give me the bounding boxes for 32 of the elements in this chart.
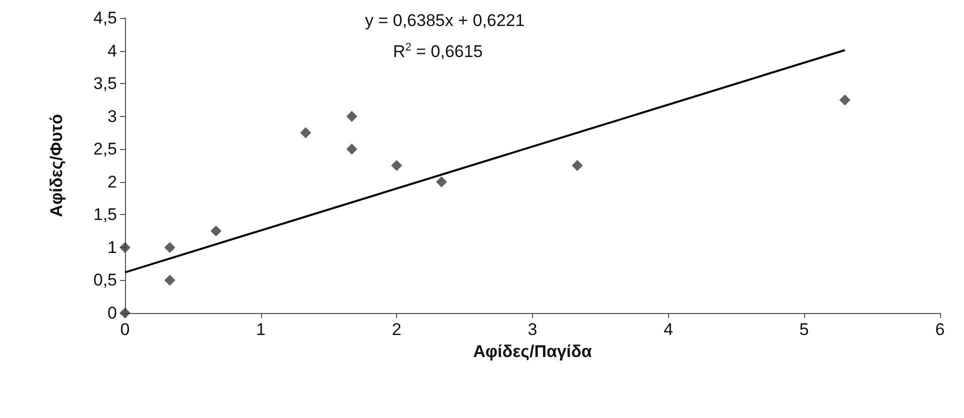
annotation: y = 0,6385x + 0,6221 bbox=[365, 11, 525, 30]
point bbox=[164, 274, 176, 286]
point bbox=[391, 160, 402, 171]
point bbox=[210, 226, 222, 237]
point bbox=[164, 242, 176, 253]
y-tick-label: 3,5 bbox=[93, 74, 117, 94]
y-tick-label: 0 bbox=[108, 304, 117, 322]
y-tick-label: 2,5 bbox=[93, 140, 117, 159]
x-tick-label: 3 bbox=[528, 320, 538, 339]
point bbox=[346, 110, 358, 122]
y-tick-label: 2 bbox=[108, 172, 117, 192]
x-tick-label: 1 bbox=[256, 320, 266, 339]
y-tick-label: 0,5 bbox=[93, 270, 117, 290]
point bbox=[120, 308, 130, 318]
point bbox=[839, 94, 850, 106]
x-tick-label: 4 bbox=[664, 320, 674, 339]
point bbox=[346, 144, 358, 155]
point bbox=[300, 127, 312, 138]
y-tick-label: 4,5 bbox=[93, 8, 117, 28]
x-tick-label: 6 bbox=[935, 320, 945, 339]
point bbox=[436, 176, 447, 188]
y-tick-label: 3 bbox=[108, 106, 117, 126]
y-tick-label: 4 bbox=[108, 41, 117, 60]
x-axis-title: Αφίδες/Παγίδα bbox=[473, 342, 592, 361]
x-tick-label: 0 bbox=[120, 320, 130, 339]
y-tick-label: 1 bbox=[108, 238, 117, 257]
x-tick-label: 5 bbox=[799, 320, 809, 339]
x-tick-label: 2 bbox=[392, 320, 402, 339]
point bbox=[572, 160, 583, 171]
point bbox=[120, 242, 130, 253]
y-axis-title: Αφίδες/Φυτό bbox=[47, 114, 66, 217]
y-tick-label: 1,5 bbox=[93, 205, 117, 224]
